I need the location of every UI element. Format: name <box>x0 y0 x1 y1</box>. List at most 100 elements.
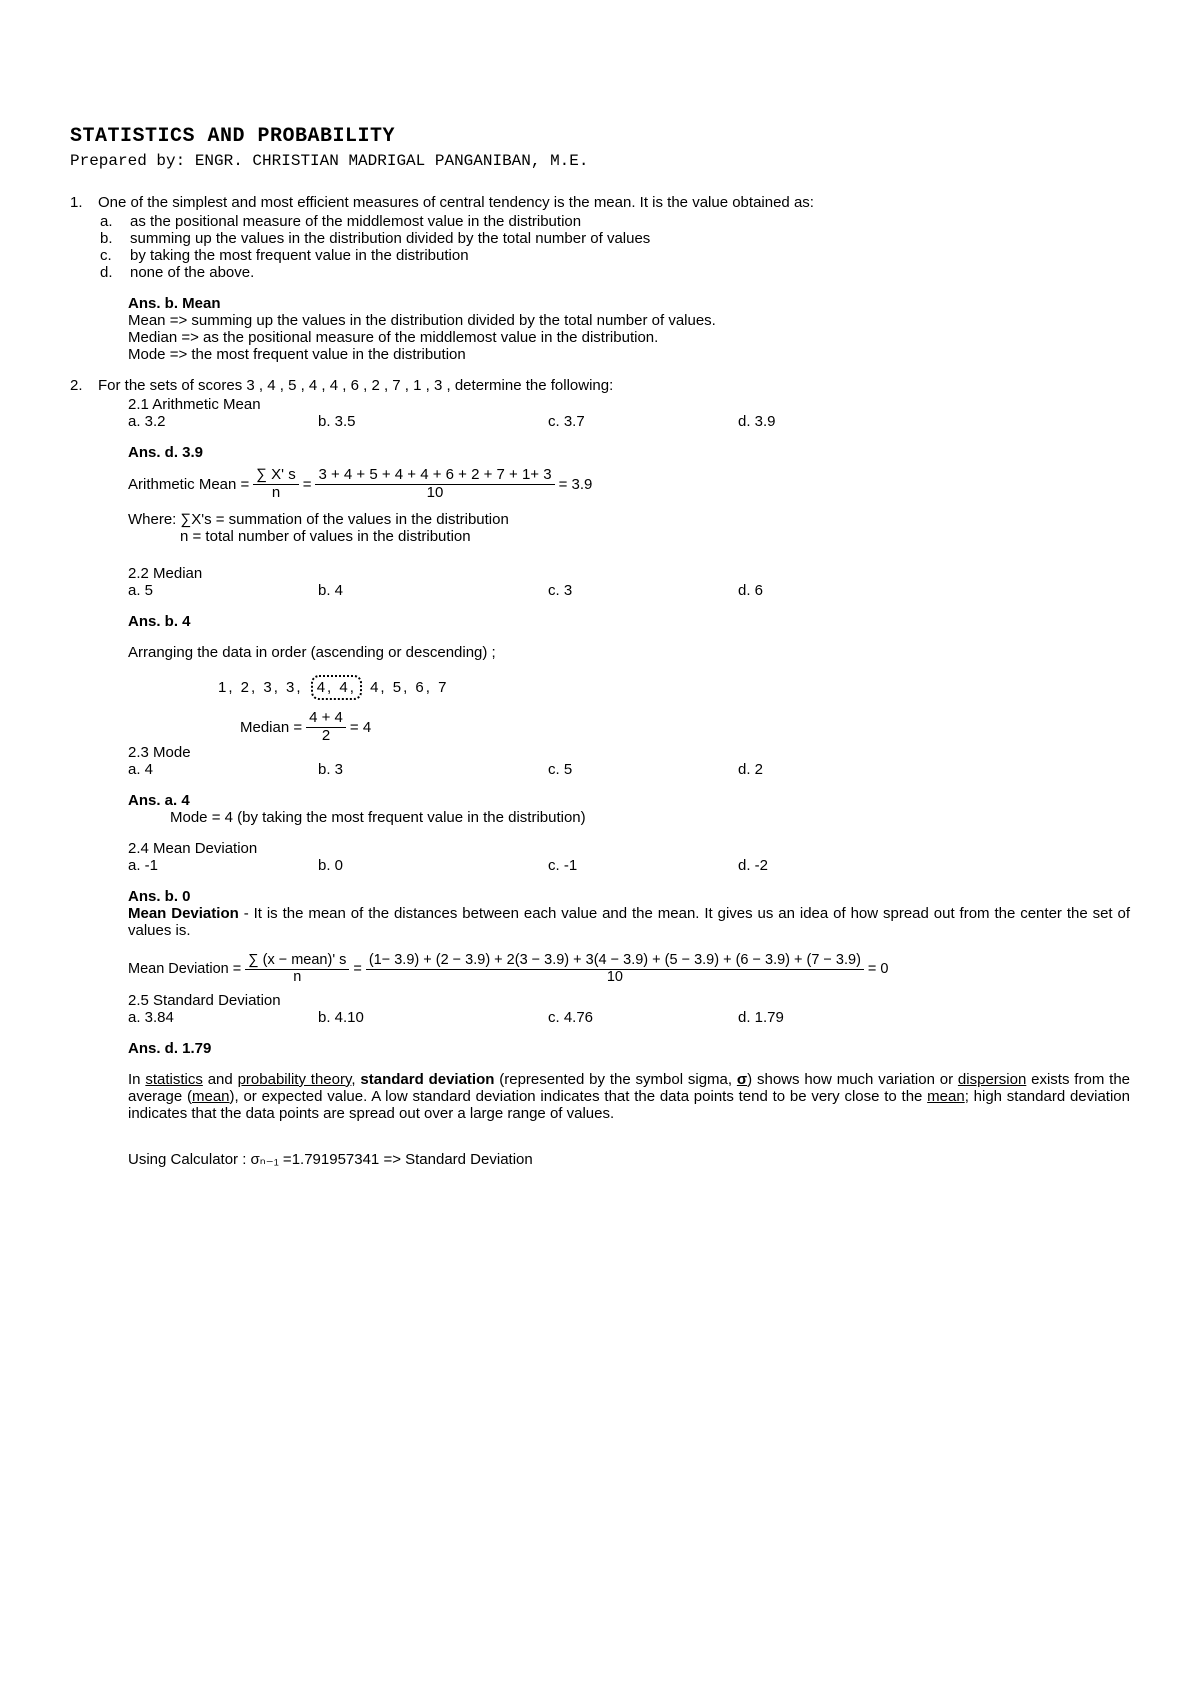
q1-answer-line: Median => as the positional measure of t… <box>128 329 1130 346</box>
choice: d. 6 <box>738 582 1130 599</box>
option-letter: a. <box>100 213 130 230</box>
question-2: 2. For the sets of scores 3 , 4 , 5 , 4 … <box>70 377 1130 394</box>
answer-label: Ans. a. 4 <box>128 792 1130 809</box>
answer-label: Ans. d. 1.79 <box>128 1040 1130 1057</box>
denominator: n <box>245 970 349 986</box>
option-text: summing up the values in the distributio… <box>130 230 650 247</box>
arrange-text: Arranging the data in order (ascending o… <box>128 644 1130 661</box>
q2-sub22-choices: a. 5 b. 4 c. 3 d. 6 <box>128 582 1130 599</box>
answer-label: Ans. b. 0 <box>128 888 1130 905</box>
numerator: ∑ (x − mean)' s <box>245 953 349 970</box>
question-1: 1. One of the simplest and most efficien… <box>70 194 1130 211</box>
sd-calculator-line: Using Calculator : σₙ₋₁ =1.791957341 => … <box>128 1150 1130 1168</box>
denominator: 10 <box>366 970 864 986</box>
numerator: 3 + 4 + 5 + 4 + 4 + 6 + 2 + 7 + 1+ 3 <box>315 467 554 485</box>
denominator: 2 <box>306 728 346 745</box>
where-line1: Where: ∑X's = summation of the values in… <box>128 511 1130 528</box>
md-label: Mean Deviation <box>128 905 239 922</box>
eq-result: = 4 <box>350 719 371 736</box>
answer-label: Ans. b. 4 <box>128 613 1130 630</box>
q1-text: One of the simplest and most efficient m… <box>98 194 1130 211</box>
arranged-right: 4, 5, 6, 7 <box>370 679 448 696</box>
choice: c. 5 <box>548 761 738 778</box>
choice: c. 3 <box>548 582 738 599</box>
sd-term: mean <box>927 1088 965 1105</box>
choice: d. 3.9 <box>738 413 1130 430</box>
choice: c. 4.76 <box>548 1009 738 1026</box>
q2-sub21-label: 2.1 Arithmetic Mean <box>128 396 1130 413</box>
answer-label: Ans. d. 3.9 <box>128 444 1130 461</box>
q1-option-b: b. summing up the values in the distribu… <box>100 230 1130 247</box>
q1-option-d: d. none of the above. <box>100 264 1130 281</box>
q2-number: 2. <box>70 377 98 394</box>
choice: b. 4.10 <box>318 1009 548 1026</box>
choice: d. -2 <box>738 857 1130 874</box>
q2-sub23-label: 2.3 Mode <box>128 744 1130 761</box>
q1-option-a: a. as the positional measure of the midd… <box>100 213 1130 230</box>
sd-term: probability theory <box>238 1071 352 1088</box>
median-equation: Median = 4 + 4 2 = 4 <box>240 710 1130 744</box>
q2-sub25-choices: a. 3.84 b. 4.10 c. 4.76 d. 1.79 <box>128 1009 1130 1026</box>
fraction: (1− 3.9) + (2 − 3.9) + 2(3 − 3.9) + 3(4 … <box>366 953 864 986</box>
sd-text: (represented by the symbol sigma, <box>494 1071 736 1088</box>
sd-term: dispersion <box>958 1071 1026 1088</box>
sd-text: ) shows how much variation or <box>747 1071 958 1088</box>
option-letter: d. <box>100 264 130 281</box>
fraction: 3 + 4 + 5 + 4 + 4 + 6 + 2 + 7 + 1+ 3 10 <box>315 467 554 501</box>
arithmetic-mean-equation: Arithmetic Mean = ∑ X' s n = 3 + 4 + 5 +… <box>128 467 1130 501</box>
q1-answer-line: Mean => summing up the values in the dis… <box>128 312 1130 329</box>
fraction: ∑ X' s n <box>253 467 298 501</box>
sd-sigma: σ <box>737 1071 747 1088</box>
denominator: 10 <box>315 485 554 502</box>
choice: b. 3 <box>318 761 548 778</box>
document-subtitle: Prepared by: ENGR. CHRISTIAN MADRIGAL PA… <box>70 152 1130 170</box>
document-title: STATISTICS AND PROBABILITY <box>70 125 1130 148</box>
option-text: by taking the most frequent value in the… <box>130 247 469 264</box>
eq-label: Mean Deviation = <box>128 961 241 977</box>
choice: a. 3.84 <box>128 1009 318 1026</box>
choice: d. 1.79 <box>738 1009 1130 1026</box>
q2-sub23-choices: a. 4 b. 3 c. 5 d. 2 <box>128 761 1130 778</box>
sd-text: In <box>128 1071 145 1088</box>
q2-sub21-choices: a. 3.2 b. 3.5 c. 3.7 d. 3.9 <box>128 413 1130 430</box>
document-page: STATISTICS AND PROBABILITY Prepared by: … <box>0 0 1200 1248</box>
sd-text: and <box>203 1071 238 1088</box>
arranged-data: 1, 2, 3, 3, 4, 4, 4, 5, 6, 7 <box>218 675 1130 700</box>
eq-result: = 0 <box>868 961 889 977</box>
eq-result: = 3.9 <box>559 476 593 493</box>
q1-number: 1. <box>70 194 98 211</box>
q1-answer-block: Ans. b. Mean Mean => summing up the valu… <box>128 295 1130 363</box>
q2-sub24-choices: a. -1 b. 0 c. -1 d. -2 <box>128 857 1130 874</box>
q1-answer-label: Ans. b. Mean <box>128 295 1130 312</box>
q2-ans21-block: Ans. d. 3.9 Arithmetic Mean = ∑ X' s n =… <box>128 444 1130 545</box>
equals: = <box>353 961 361 977</box>
choice: a. 3.2 <box>128 413 318 430</box>
md-text: - It is the mean of the distances betwee… <box>128 905 1130 939</box>
q2-sub24-label: 2.4 Mean Deviation <box>128 840 1130 857</box>
q2-sub22-label: 2.2 Median <box>128 565 1130 582</box>
arranged-left: 1, 2, 3, 3, <box>218 679 303 696</box>
denominator: n <box>253 485 298 502</box>
where-line2: n = total number of values in the distri… <box>180 528 1130 545</box>
numerator: (1− 3.9) + (2 − 3.9) + 2(3 − 3.9) + 3(4 … <box>366 953 864 970</box>
choice: c. 3.7 <box>548 413 738 430</box>
option-text: none of the above. <box>130 264 254 281</box>
q2-text: For the sets of scores 3 , 4 , 5 , 4 , 4… <box>98 377 1130 394</box>
choice: c. -1 <box>548 857 738 874</box>
equals: = <box>303 476 312 493</box>
choice: b. 3.5 <box>318 413 548 430</box>
q1-answer-line: Mode => the most frequent value in the d… <box>128 346 1130 363</box>
sd-text: ), or expected value. A low standard dev… <box>230 1088 928 1105</box>
eq-label: Median = <box>240 719 302 736</box>
option-letter: b. <box>100 230 130 247</box>
q2-sub25-label: 2.5 Standard Deviation <box>128 992 1130 1009</box>
mean-deviation-definition: Mean Deviation - It is the mean of the d… <box>128 905 1130 939</box>
mean-deviation-equation: Mean Deviation = ∑ (x − mean)' s n = (1−… <box>128 953 1130 986</box>
choice: b. 0 <box>318 857 548 874</box>
fraction: ∑ (x − mean)' s n <box>245 953 349 986</box>
eq-label: Arithmetic Mean = <box>128 476 249 493</box>
option-letter: c. <box>100 247 130 264</box>
numerator: 4 + 4 <box>306 710 346 728</box>
option-text: as the positional measure of the middlem… <box>130 213 581 230</box>
sd-term: mean <box>192 1088 230 1105</box>
